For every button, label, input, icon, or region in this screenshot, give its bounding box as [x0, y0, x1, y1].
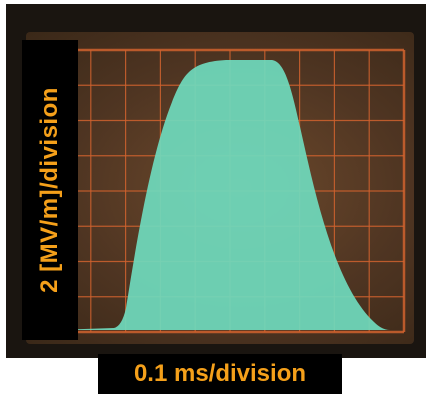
y-axis-label-box: 2 [MV/m]/division	[22, 40, 78, 340]
oscilloscope-screen	[26, 32, 414, 344]
y-axis-label: 2 [MV/m]/division	[36, 87, 64, 293]
x-axis-label-box: 0.1 ms/division	[98, 354, 342, 394]
oscilloscope-photo: 2 [MV/m]/division	[6, 4, 426, 358]
waveform-trace	[54, 60, 390, 330]
oscilloscope-display	[54, 48, 406, 334]
x-axis-label: 0.1 ms/division	[133, 360, 307, 387]
